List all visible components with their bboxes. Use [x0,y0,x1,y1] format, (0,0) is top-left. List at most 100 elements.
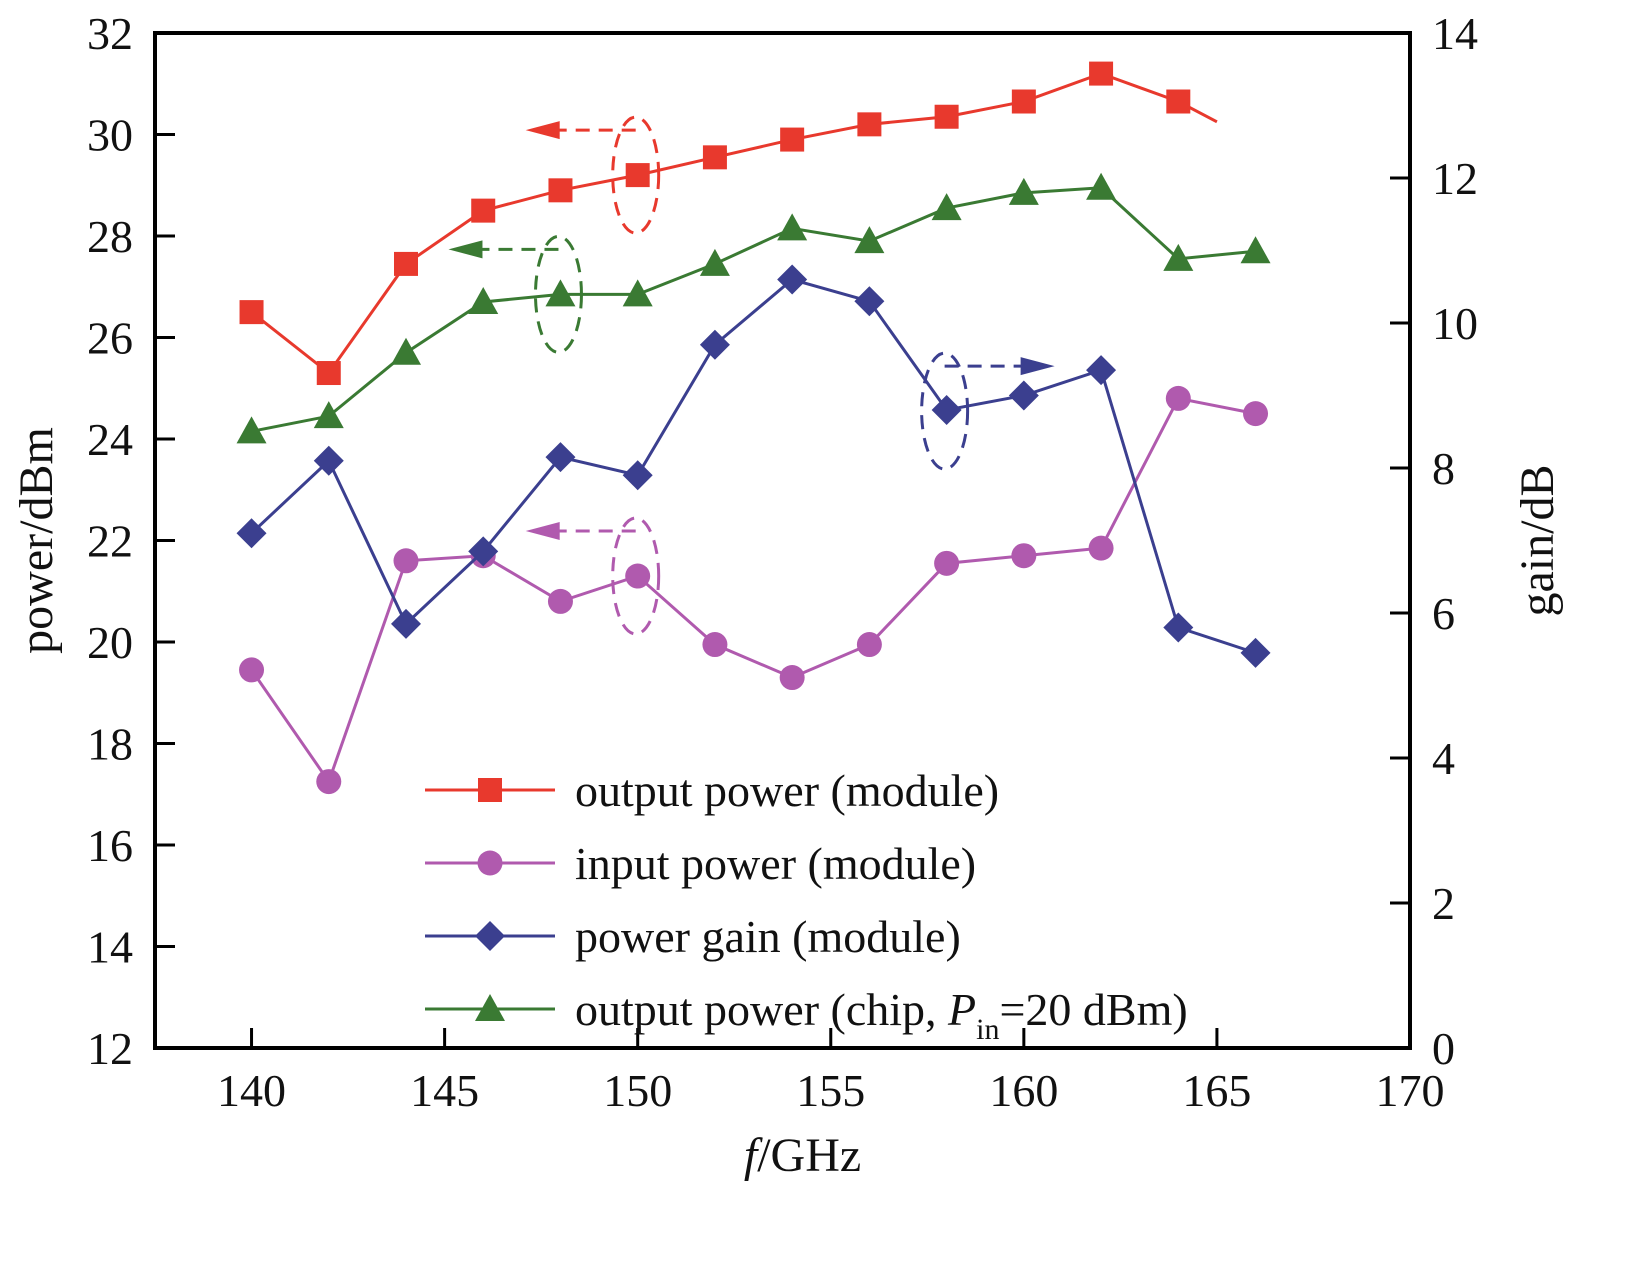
series-1-point-11 [1088,535,1114,561]
y-right-tick-label-10: 10 [1432,298,1478,349]
series-2-line [250,277,1257,655]
series-2-point-8 [854,286,885,317]
series-1-point-13 [1243,401,1269,427]
annotation-arrowhead-0 [525,121,560,140]
y-left-tick-label-14: 14 [87,922,133,973]
series-1-point-2 [393,548,419,574]
legend-label-3: output power (chip, Pin=20 dBm) [575,984,1188,1046]
series-1-point-7 [779,665,805,691]
annotation-ellipse-2 [920,351,970,471]
series-3-point-13 [1240,236,1271,264]
annotation-ellipse-0 [611,115,661,235]
series-3-point-7 [777,213,808,241]
series-2-point-11 [1086,355,1117,386]
series-0-point-3 [471,198,496,223]
series-0-line [250,72,1218,376]
x-tick-label-155: 155 [796,1065,865,1116]
series-3-point-8 [854,226,885,254]
annotation-ellipse-3 [611,516,661,636]
legend-swatch-marker-1 [477,850,503,876]
series-0-point-11 [1089,61,1114,86]
series-3-point-12 [1163,243,1194,271]
legend-entry-0: output power (module) [425,765,999,816]
legend-label-2: power gain (module) [575,911,961,962]
series-1-point-0 [239,657,265,683]
series-2 [236,264,1271,668]
series-3-point-10 [1008,177,1039,205]
series-1-point-5 [625,563,651,589]
x-tick-label-170: 170 [1376,1065,1445,1116]
y-left-tick-label-24: 24 [87,414,133,465]
y-right-tick-label-4: 4 [1432,733,1455,784]
series-2-point-1 [313,445,344,476]
x-axis-label: f/GHz [744,1129,861,1182]
legend: output power (module) input power (module… [425,765,1188,1046]
series-0 [239,61,1218,386]
x-tick-label-165: 165 [1182,1065,1251,1116]
series-0-point-6 [702,145,727,170]
series-3-point-6 [699,248,730,276]
y-axis-left-label: power/dBm [10,427,63,654]
annotation-arrowhead-3 [525,522,560,541]
series-1-point-9 [934,550,960,576]
series-1-point-8 [856,632,882,658]
legend-swatch-marker-0 [478,778,502,802]
legend-swatch-marker-3 [475,994,505,1021]
series-3-point-3 [468,286,499,314]
y-left-tick-label-30: 30 [87,110,133,161]
series-3-point-0 [236,416,267,444]
series-2-point-13 [1240,637,1271,668]
y-right-tick-label-14: 14 [1432,8,1478,59]
series-1-point-4 [547,588,573,614]
series-0-point-7 [780,127,805,152]
annotation-2 [920,351,1055,471]
legend-swatch-marker-2 [475,921,505,951]
plot-frame [153,31,1412,1050]
series-0-point-9 [934,104,959,129]
series-2-point-9 [931,395,962,425]
y-right-tick-label-0: 0 [1432,1023,1455,1074]
legend-entry-3: output power (chip, Pin=20 dBm) [425,984,1188,1046]
y-right-tick-label-8: 8 [1432,443,1455,494]
series-3 [236,172,1271,444]
series-1-line [250,396,1256,785]
legend-label-symbol-3: P [947,984,976,1035]
y-left-tick-label-16: 16 [87,820,133,871]
series-2-point-12 [1163,612,1194,643]
y-left-tick-label-18: 18 [87,719,133,770]
legend-label-1: input power (module) [575,838,976,889]
legend-label-main-3: output power (chip, [575,984,948,1035]
axis-ticks: 140 145 150 155 160 165 1701214161820222426283… [87,8,1478,1116]
series-2-point-3 [468,536,499,567]
x-tick-label-140: 140 [217,1065,286,1116]
annotation-arrowhead-1 [448,240,483,259]
annotation-0 [525,115,661,235]
x-tick-label-160: 160 [989,1065,1058,1116]
series-1 [239,385,1269,795]
series-1-point-1 [316,769,342,795]
y-right-tick-label-6: 6 [1432,588,1455,639]
series-1-point-12 [1165,385,1191,411]
annotation-3 [525,516,661,636]
series-3-point-4 [545,279,576,307]
annotation-arrowhead-2 [1020,357,1055,376]
series-0-point-2 [394,251,418,276]
x-tick-label-145: 145 [410,1065,479,1116]
legend-label-sub-3: in [976,1013,999,1046]
series-0-point-4 [548,178,573,203]
series-0-point-8 [857,112,882,137]
y-left-tick-label-22: 22 [87,516,133,567]
y-axis-right-label: gain/dB [1511,465,1564,617]
y-right-tick-label-2: 2 [1432,878,1455,929]
legend-label-rest-3: =20 dBm) [999,984,1187,1035]
series-3-point-11 [1086,172,1117,200]
series-2-point-5 [622,460,653,491]
series-0-point-0 [239,300,264,325]
legend-entry-2: power gain (module) [425,911,961,962]
series-0-point-10 [1011,89,1036,114]
series-3-line [251,186,1256,433]
series-1-point-6 [702,632,728,658]
x-axis-label-unit: /GHz [757,1129,861,1182]
series-2-point-2 [391,608,421,639]
